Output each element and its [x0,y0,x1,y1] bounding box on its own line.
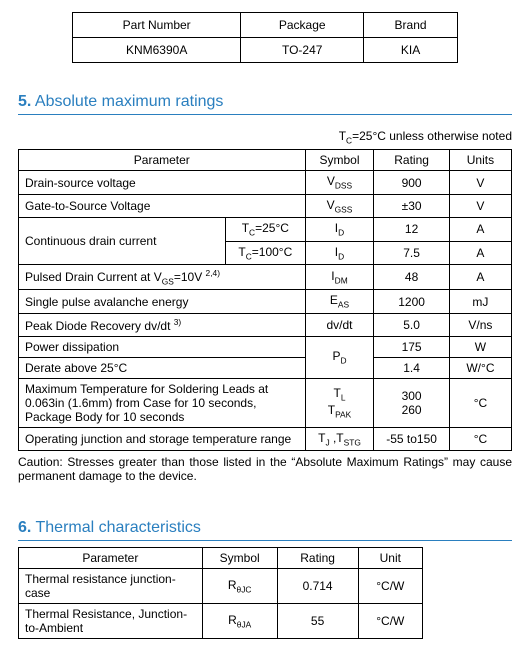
col-brand: Brand [364,13,457,38]
cell-symbol: ID [305,218,374,241]
table-row: Derate above 25°C 1.4 W/°C [19,357,512,378]
cell-unit: °C [449,427,511,450]
cell-rating: 175 [374,336,449,357]
cell-unit: W/°C [449,357,511,378]
conditions-note: TC=25°C unless otherwise noted [18,129,512,145]
col-parameter: Parameter [19,548,203,569]
section-number: 6. [18,519,31,536]
cell-unit: A [449,241,511,264]
cell-condition: TC=25°C [226,218,306,241]
table-header-row: Parameter Symbol Rating Units [19,150,512,171]
ratings-table: Parameter Symbol Rating Units Drain-sour… [18,149,512,451]
col-symbol: Symbol [202,548,277,569]
caution-note: Caution: Stresses greater than those lis… [18,455,512,483]
section-5-heading: 5. Absolute maximum ratings [18,93,512,115]
cell-symbol: dv/dt [305,313,374,336]
cell-rating: 7.5 [374,241,449,264]
cell-unit: V [449,171,511,194]
cell-unit: V [449,194,511,217]
cell-rating: 48 [374,264,449,289]
cell-condition: TC=100°C [226,241,306,264]
table-row: Operating junction and storage temperatu… [19,427,512,450]
cell-symbol: VGSS [305,194,374,217]
section-title: Thermal characteristics [36,519,201,536]
thermal-table: Parameter Symbol Rating Unit Thermal res… [18,547,423,639]
table-row: Thermal Resistance, Junction-to-Ambient … [19,604,423,639]
cell-symbol: TJ ,TSTG [305,427,374,450]
table-row: Pulsed Drain Current at VGS=10V 2,4) IDM… [19,264,512,289]
cell-param: Drain-source voltage [19,171,306,194]
cell-rating: 0.714 [277,569,358,604]
col-symbol: Symbol [305,150,374,171]
cell-param: Operating junction and storage temperatu… [19,427,306,450]
col-part-number: Part Number [73,13,241,38]
cell-param: Thermal Resistance, Junction-to-Ambient [19,604,203,639]
cell-symbol: PD [305,336,374,378]
table-row: Peak Diode Recovery dv/dt 3) dv/dt 5.0 V… [19,313,512,336]
table-row: Drain-source voltage VDSS 900 V [19,171,512,194]
cell-symbol: RθJA [202,604,277,639]
table-row: Gate-to-Source Voltage VGSS ±30 V [19,194,512,217]
cell-symbol: IDM [305,264,374,289]
cell-param: Single pulse avalanche energy [19,290,306,313]
cell-unit: °C [449,378,511,427]
cell-symbol: ID [305,241,374,264]
cell-param: Continuous drain current [19,218,226,265]
section-number: 5. [18,93,31,110]
brand: KIA [364,38,457,63]
table-row: Continuous drain current TC=25°C ID 12 A [19,218,512,241]
table-row: Single pulse avalanche energy EAS 1200 m… [19,290,512,313]
table-row: Power dissipation PD 175 W [19,336,512,357]
cell-unit: A [449,218,511,241]
table-row: Maximum Temperature for Soldering Leads … [19,378,512,427]
cell-unit: °C/W [358,569,423,604]
table-header-row: Parameter Symbol Rating Unit [19,548,423,569]
col-rating: Rating [374,150,449,171]
cell-symbol: RθJC [202,569,277,604]
cell-rating: 55 [277,604,358,639]
col-unit: Unit [358,548,423,569]
cell-symbol: TLTPAK [305,378,374,427]
cell-symbol: VDSS [305,171,374,194]
table-row: Thermal resistance junction-case RθJC 0.… [19,569,423,604]
cell-rating: 5.0 [374,313,449,336]
col-package: Package [240,13,364,38]
part-table: Part Number Package Brand KNM6390A TO-24… [72,12,457,63]
cell-unit: V/ns [449,313,511,336]
cell-rating: 900 [374,171,449,194]
col-parameter: Parameter [19,150,306,171]
cell-rating: 300260 [374,378,449,427]
cell-unit: W [449,336,511,357]
part-number: KNM6390A [73,38,241,63]
cell-param: Power dissipation [19,336,306,357]
cell-rating: -55 to150 [374,427,449,450]
col-rating: Rating [277,548,358,569]
section-title: Absolute maximum ratings [35,93,224,110]
cell-param: Pulsed Drain Current at VGS=10V 2,4) [19,264,306,289]
table-row: KNM6390A TO-247 KIA [73,38,457,63]
cell-param: Gate-to-Source Voltage [19,194,306,217]
cell-rating: 1.4 [374,357,449,378]
cell-unit: mJ [449,290,511,313]
section-6-heading: 6. Thermal characteristics [18,519,512,541]
cell-param: Derate above 25°C [19,357,306,378]
cell-param: Thermal resistance junction-case [19,569,203,604]
cell-rating: 12 [374,218,449,241]
cell-rating: ±30 [374,194,449,217]
package: TO-247 [240,38,364,63]
cell-param: Peak Diode Recovery dv/dt 3) [19,313,306,336]
cell-unit: °C/W [358,604,423,639]
cell-symbol: EAS [305,290,374,313]
cell-rating: 1200 [374,290,449,313]
col-units: Units [449,150,511,171]
table-header-row: Part Number Package Brand [73,13,457,38]
cell-param: Maximum Temperature for Soldering Leads … [19,378,306,427]
cell-unit: A [449,264,511,289]
